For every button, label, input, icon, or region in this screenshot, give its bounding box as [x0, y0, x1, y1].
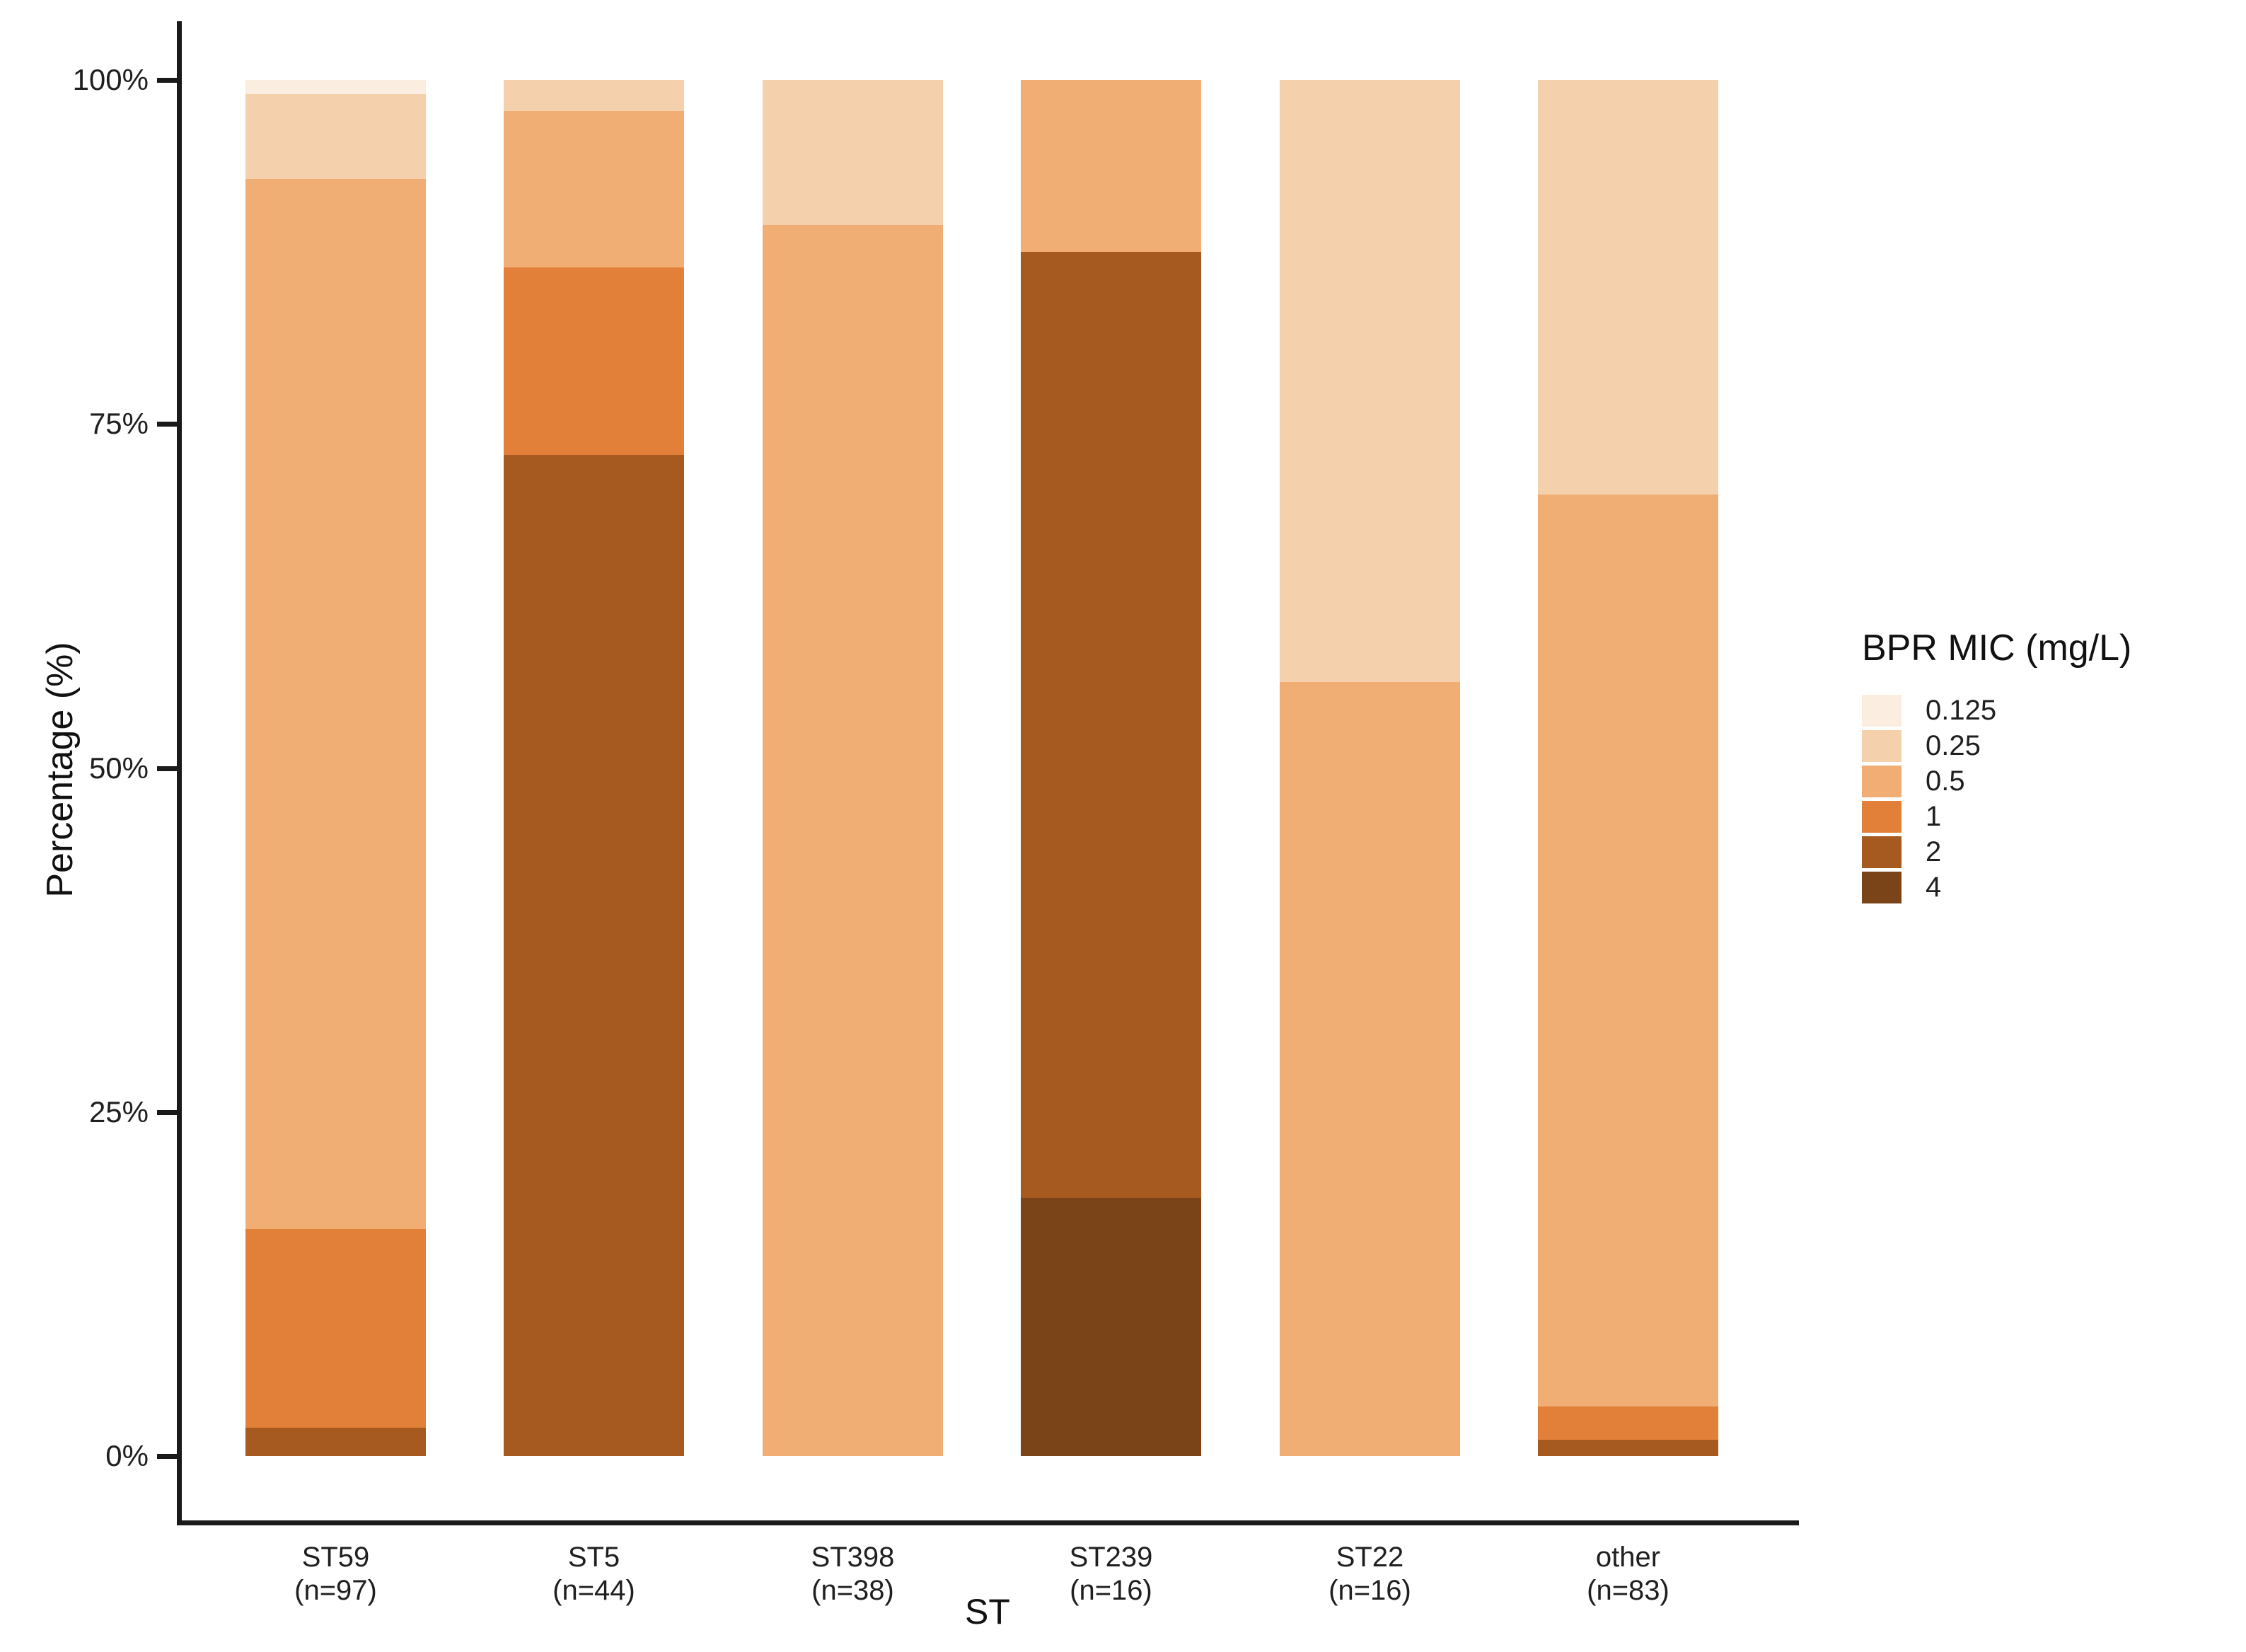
legend-label-2: 2: [1926, 836, 1942, 867]
bar-segment-ST59-mic-2: [245, 1427, 426, 1456]
y-tick-mark-75%: [157, 422, 177, 427]
bar-segment-ST398-mic-0.5: [762, 224, 943, 1456]
legend-swatch-0.5: [1862, 766, 1901, 797]
bar-ST5: [503, 80, 684, 1456]
bar-segment-ST239-mic-0.5: [1020, 80, 1201, 253]
x-tick-label-line1: other: [1595, 1542, 1661, 1573]
legend-label-4: 4: [1926, 872, 1942, 903]
legend-label-1: 1: [1926, 801, 1942, 832]
y-tick-label: 75%: [88, 407, 149, 441]
bar-segment-ST59-mic-1: [245, 1229, 426, 1428]
y-tick-label: 100%: [72, 63, 149, 96]
x-tick-label-line2: (n=97): [294, 1575, 377, 1606]
y-tick-mark-100%: [157, 78, 177, 83]
legend-swatch-0.25: [1862, 730, 1901, 762]
y-tick-label: 25%: [88, 1094, 149, 1128]
legend-swatch-2: [1862, 836, 1901, 868]
bar-ST22: [1279, 80, 1460, 1456]
bar-segment-ST5-mic-0.25: [503, 80, 684, 112]
legend-swatch-0.125: [1862, 695, 1901, 727]
y-axis-title: Percentage (%): [40, 642, 81, 898]
bar-segment-ST398-mic-0.25: [762, 80, 943, 225]
x-tick-label-line1: ST22: [1336, 1542, 1404, 1573]
bar-segment-ST59-mic-0.5: [245, 179, 426, 1230]
bar-segment-ST59-mic-0.25: [245, 94, 426, 180]
y-tick-label: 0%: [105, 1439, 149, 1472]
legend-title: BPR MIC (mg/L): [1862, 628, 2132, 669]
bar-segment-ST5-mic-1: [503, 267, 684, 456]
y-tick-mark-0%: [157, 1454, 177, 1459]
bar-segment-ST5-mic-0.5: [503, 111, 684, 268]
bar-ST239: [1020, 80, 1201, 1456]
x-tick-label-line2: (n=16): [1329, 1575, 1411, 1606]
x-tick-label-line1: ST398: [811, 1542, 895, 1573]
x-axis-title: ST: [965, 1592, 1010, 1631]
x-tick-label-line1: ST59: [301, 1542, 370, 1573]
bar-segment-ST239-mic-2: [1020, 252, 1201, 1198]
x-tick-label-ST59: ST59 (n=97): [207, 1541, 465, 1607]
bar-segment-other-mic-0.25: [1537, 80, 1718, 495]
y-tick-mark-25%: [157, 1109, 177, 1115]
legend-label-0.5: 0.5: [1926, 766, 1965, 797]
x-tick-label-line1: ST5: [567, 1542, 620, 1573]
bar-segment-ST239-mic-4: [1020, 1198, 1201, 1456]
x-tick-label-ST239: ST239 (n=16): [982, 1541, 1240, 1607]
legend-swatch-4: [1862, 872, 1901, 903]
bar-segment-ST59-mic-0.125: [245, 80, 426, 95]
y-tick-label: 50%: [88, 751, 149, 785]
y-tick-mark-50%: [157, 766, 177, 771]
x-tick-label-ST398: ST398 (n=38): [724, 1541, 982, 1607]
bar-ST398: [762, 80, 943, 1456]
y-axis-line: [177, 21, 182, 1525]
legend-label-0.25: 0.25: [1926, 730, 1981, 761]
x-tick-label-line2: (n=38): [811, 1575, 894, 1606]
bar-other: [1537, 80, 1718, 1456]
bar-ST59: [245, 80, 426, 1456]
x-tick-label-line2: (n=44): [552, 1575, 635, 1606]
x-tick-label-other: other (n=83): [1499, 1541, 1757, 1607]
x-tick-label-ST22: ST22 (n=16): [1241, 1541, 1499, 1607]
bar-segment-other-mic-0.5: [1537, 494, 1718, 1406]
bar-segment-ST22-mic-0.25: [1279, 80, 1460, 682]
x-tick-label-ST5: ST5 (n=44): [465, 1541, 723, 1607]
bar-segment-ST5-mic-2: [503, 455, 684, 1456]
legend-swatch-1: [1862, 801, 1901, 833]
x-tick-label-line2: (n=83): [1587, 1575, 1669, 1606]
legend-label-0.125: 0.125: [1926, 695, 1997, 726]
bar-segment-other-mic-1: [1537, 1406, 1718, 1440]
bar-segment-ST22-mic-0.5: [1279, 681, 1460, 1456]
x-tick-label-line2: (n=16): [1070, 1575, 1152, 1606]
x-axis-line: [177, 1520, 1799, 1525]
bar-segment-other-mic-2: [1537, 1439, 1718, 1456]
x-tick-label-line1: ST239: [1069, 1542, 1153, 1573]
